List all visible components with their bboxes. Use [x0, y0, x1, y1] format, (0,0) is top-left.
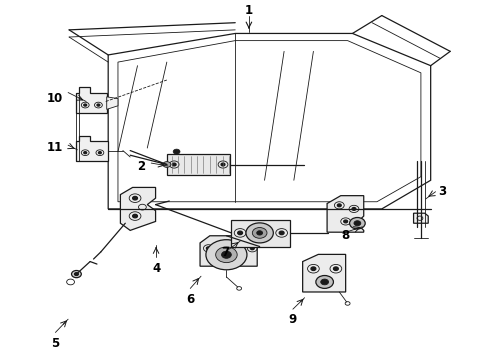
- Circle shape: [173, 171, 180, 176]
- Circle shape: [133, 214, 138, 218]
- Circle shape: [316, 275, 333, 288]
- Circle shape: [74, 273, 78, 275]
- Polygon shape: [107, 97, 118, 109]
- Circle shape: [257, 231, 263, 235]
- Circle shape: [97, 104, 100, 106]
- Text: 9: 9: [289, 314, 297, 327]
- Circle shape: [321, 279, 329, 285]
- Polygon shape: [327, 196, 364, 232]
- Text: 6: 6: [186, 293, 195, 306]
- Polygon shape: [76, 87, 107, 113]
- Circle shape: [343, 220, 347, 223]
- Circle shape: [206, 247, 210, 250]
- Circle shape: [238, 231, 243, 235]
- Circle shape: [72, 270, 81, 278]
- Circle shape: [216, 247, 237, 263]
- Circle shape: [333, 267, 338, 270]
- Circle shape: [172, 163, 176, 166]
- Text: 5: 5: [51, 337, 60, 350]
- Polygon shape: [231, 220, 290, 247]
- Circle shape: [311, 267, 316, 270]
- Circle shape: [206, 240, 247, 270]
- Text: 7: 7: [221, 246, 229, 259]
- Circle shape: [252, 228, 267, 238]
- Circle shape: [279, 231, 284, 235]
- Polygon shape: [167, 154, 230, 175]
- Text: 11: 11: [47, 141, 63, 154]
- Circle shape: [337, 204, 341, 207]
- Circle shape: [221, 163, 225, 166]
- Polygon shape: [76, 135, 108, 161]
- Polygon shape: [303, 255, 345, 292]
- Circle shape: [349, 217, 365, 229]
- Circle shape: [84, 152, 87, 154]
- Circle shape: [84, 104, 87, 106]
- Circle shape: [173, 149, 180, 154]
- Circle shape: [98, 152, 101, 154]
- Text: 10: 10: [47, 92, 63, 105]
- Text: 1: 1: [245, 4, 253, 17]
- Polygon shape: [200, 236, 257, 266]
- Text: 2: 2: [137, 160, 145, 173]
- Circle shape: [246, 223, 273, 243]
- Circle shape: [163, 162, 171, 167]
- Polygon shape: [414, 213, 428, 223]
- Circle shape: [133, 196, 138, 200]
- Circle shape: [221, 251, 231, 258]
- Circle shape: [250, 247, 254, 250]
- Text: 3: 3: [438, 185, 446, 198]
- Text: 4: 4: [152, 262, 160, 275]
- Polygon shape: [121, 188, 156, 230]
- Circle shape: [352, 207, 356, 210]
- Text: 8: 8: [342, 229, 350, 242]
- Circle shape: [354, 221, 361, 226]
